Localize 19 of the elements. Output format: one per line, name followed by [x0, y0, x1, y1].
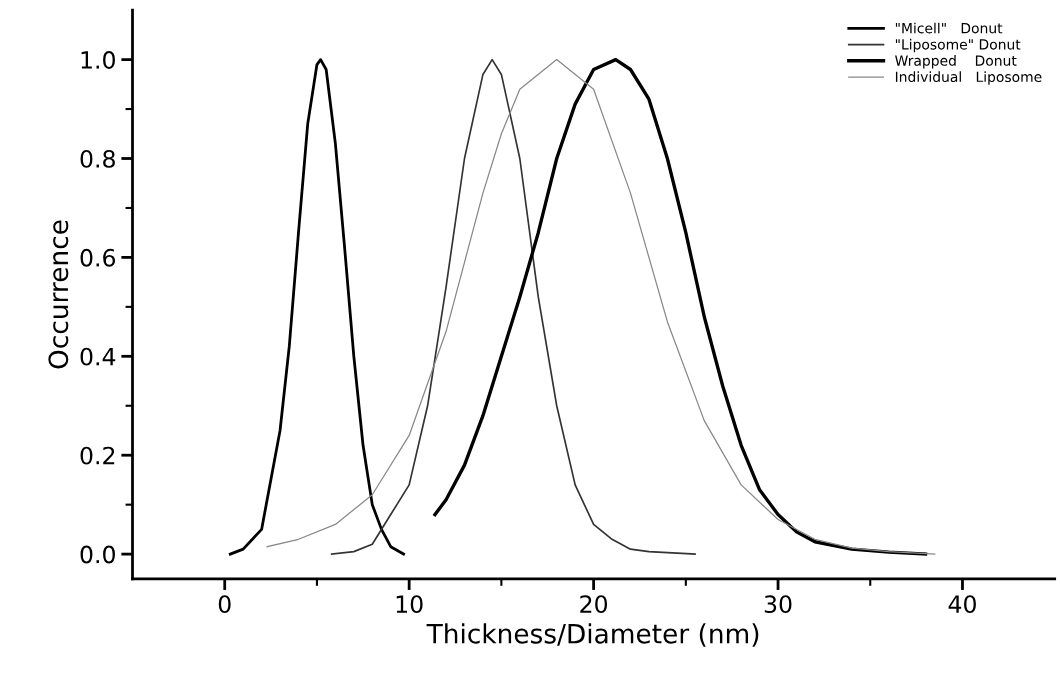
legend-label: Wrapped Donut	[895, 55, 1017, 69]
x-tick-label: 30	[764, 595, 792, 614]
line-series	[330, 58, 696, 555]
y-axis-title: Occurrence	[48, 220, 69, 369]
y-tick-label: 0.0	[80, 545, 115, 564]
legend-label: Individual Liposome	[895, 71, 1042, 85]
legend-label: "Liposome" Donut	[895, 38, 1021, 53]
x-tick-label: 10	[396, 595, 423, 614]
y-tick-label: 0.4	[80, 347, 116, 366]
x-axis-title: Thickness/Diameter (nm)	[426, 623, 759, 647]
line-series	[228, 58, 406, 556]
y-tick-label: 0.2	[80, 446, 115, 465]
x-tick-label: 20	[580, 595, 608, 614]
y-tick-label: 0.6	[80, 248, 116, 267]
y-tick-label: 1.0	[81, 51, 115, 69]
x-tick-label: 40	[948, 595, 976, 614]
x-tick-label: 0	[218, 595, 231, 614]
legend-label: "Micell" Donut	[895, 22, 1003, 34]
y-tick-label: 0.8	[80, 149, 115, 168]
